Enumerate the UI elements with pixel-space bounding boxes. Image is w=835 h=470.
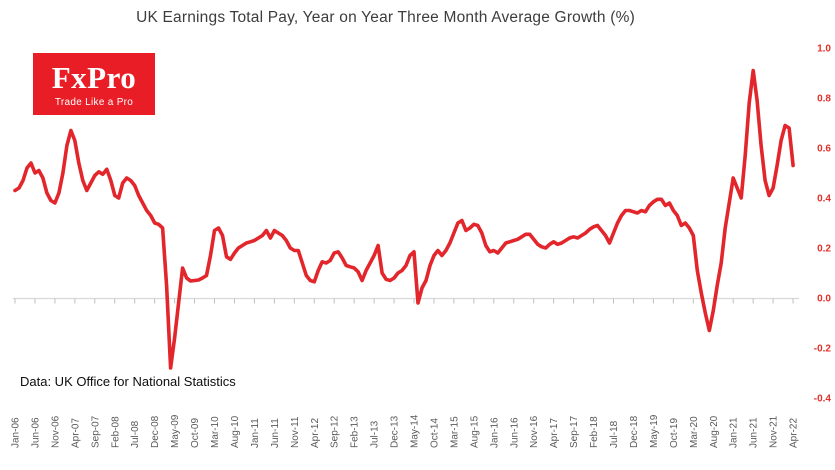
- x-axis-label: Apr-12: [310, 418, 321, 448]
- x-axis-label: Feb-13: [350, 416, 361, 448]
- x-axis-label: May-09: [170, 414, 181, 448]
- y-axis-label: 0.2: [817, 244, 831, 255]
- x-axis-label: Oct-19: [669, 418, 680, 448]
- x-axis-label: Jul-18: [609, 420, 620, 448]
- x-axis-label: Oct-09: [190, 418, 201, 448]
- x-axis-label: Nov-06: [50, 415, 61, 448]
- y-axis-label: 0.8: [817, 94, 831, 105]
- x-axis-label: Jan-21: [729, 417, 740, 448]
- y-axis-label: -0.4: [814, 394, 832, 405]
- x-axis-label: Sep-07: [90, 415, 101, 448]
- x-axis-label: Aug-10: [230, 415, 241, 448]
- x-axis-label: Jun-21: [749, 417, 760, 448]
- x-axis-label: Apr-07: [70, 418, 81, 448]
- x-axis-label: Dec-13: [390, 415, 401, 448]
- x-axis-label: Feb-18: [589, 416, 600, 448]
- fxpro-tagline-text: Trade Like a Pro: [54, 97, 134, 108]
- x-axis-label: Sep-12: [330, 415, 341, 448]
- x-axis-label: Jun-06: [30, 417, 41, 448]
- x-axis-label: Jul-08: [130, 420, 141, 448]
- x-axis-label: Jul-13: [370, 420, 381, 448]
- source-note: Data: UK Office for National Statistics: [20, 374, 236, 389]
- x-axis-label: Jan-16: [489, 417, 500, 448]
- pay-growth-line: [13, 68, 795, 370]
- x-axis-label: Jun-11: [270, 418, 281, 448]
- x-axis-label: Apr-17: [549, 418, 560, 448]
- x-axis-label: Dec-18: [629, 415, 640, 448]
- x-axis-label: Aug-20: [709, 415, 720, 448]
- x-axis-label: Oct-14: [429, 418, 440, 448]
- x-axis-label: Apr-22: [789, 418, 800, 448]
- x-axis-label: Jan-06: [11, 417, 22, 448]
- x-axis-label: Feb-08: [110, 416, 121, 448]
- x-axis-label: Jan-11: [250, 418, 261, 448]
- fxpro-logo: FxPro Trade Like a Pro: [33, 53, 155, 115]
- x-axis-label: May-19: [649, 414, 660, 448]
- x-axis-label: Mar-10: [210, 416, 221, 448]
- y-axis-label: 0.6: [817, 144, 831, 155]
- x-axis-label: Dec-08: [150, 415, 161, 448]
- y-axis-label: 1.0: [817, 44, 831, 55]
- y-axis-label: 0.0: [817, 294, 831, 305]
- chart-title: UK Earnings Total Pay, Year on Year Thre…: [136, 9, 635, 26]
- x-axis-label: Nov-16: [529, 415, 540, 448]
- x-axis-label: Sep-17: [569, 415, 580, 448]
- x-axis-label: Aug-15: [469, 415, 480, 448]
- x-axis-label: Nov-21: [769, 415, 780, 448]
- x-axis-label: May-14: [410, 414, 421, 448]
- x-axis-label: Nov-11: [290, 416, 301, 448]
- y-axis-label: 0.4: [817, 194, 831, 205]
- x-axis-label: Mar-15: [449, 416, 460, 448]
- x-axis-label: Jun-16: [509, 417, 520, 448]
- y-axis-label: -0.2: [814, 344, 832, 355]
- x-axis-label: Mar-20: [689, 416, 700, 448]
- fxpro-brand-text: FxPro: [51, 60, 137, 95]
